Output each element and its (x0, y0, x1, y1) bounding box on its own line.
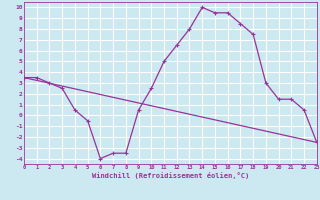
X-axis label: Windchill (Refroidissement éolien,°C): Windchill (Refroidissement éolien,°C) (92, 172, 249, 179)
